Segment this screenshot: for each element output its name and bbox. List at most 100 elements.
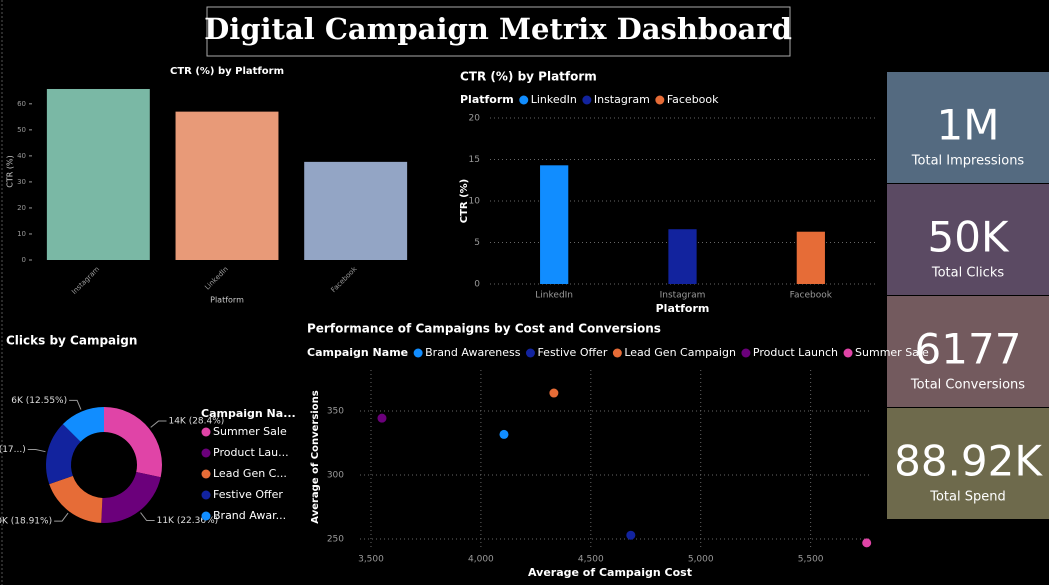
leader-line (27, 448, 46, 453)
legend-title: Campaign Name (307, 346, 408, 359)
dashboard-title: Digital Campaign Metrix Dashboard (204, 12, 792, 46)
legend-label: Product Launch (753, 346, 838, 359)
y-tick-label: 300 (327, 471, 344, 481)
legend-marker (201, 469, 211, 479)
scatter-point (499, 429, 509, 439)
kpi-label: Total Spend (929, 490, 1006, 505)
y-tick-label: 50 (17, 126, 26, 134)
legend-marker (612, 348, 622, 358)
y-tick-label: 20 (17, 204, 26, 212)
legend-label: Festive Offer (537, 346, 607, 359)
legend-label: Lead Gen C... (213, 467, 287, 480)
leader-line (150, 420, 167, 428)
data-label: 6K (12.55%) (11, 396, 67, 406)
x-tick-label: 5,500 (798, 555, 824, 565)
legend-label: Instagram (594, 93, 650, 106)
donut-slice (104, 407, 162, 478)
kpi-value: 6177 (915, 325, 1022, 374)
y-tick-label: 15 (469, 155, 480, 165)
y-tick-label: 20 (469, 114, 481, 124)
y-axis-label: CTR (%) (459, 179, 470, 224)
legend-marker (843, 348, 853, 358)
legend-label: LinkedIn (531, 93, 577, 106)
legend-title: Platform (460, 93, 514, 106)
y-tick-label: 0 (474, 280, 480, 290)
legend-marker (655, 95, 665, 105)
bar (175, 111, 279, 260)
y-tick-label: 40 (17, 152, 26, 160)
x-tick-label: Facebook (790, 291, 833, 301)
legend-title: Campaign Na... (201, 407, 296, 420)
x-tick-label: 5,000 (688, 555, 714, 565)
x-axis-label: Platform (210, 296, 244, 305)
x-tick-label: 3,500 (358, 555, 384, 565)
kpi-label: Total Conversions (910, 378, 1025, 393)
data-label: 9K (17...) (0, 445, 26, 455)
legend-label: Festive Offer (213, 488, 283, 501)
legend-marker (201, 427, 211, 437)
kpi-label: Total Impressions (911, 154, 1025, 169)
data-label: 10K (18.91%) (0, 517, 52, 527)
scatter-point (862, 538, 872, 548)
legend-marker (413, 348, 423, 358)
legend-marker (519, 95, 529, 105)
x-axis-label: Platform (656, 302, 710, 315)
legend-label: Summer Sale (213, 425, 287, 438)
legend-label: Facebook (667, 93, 719, 106)
y-tick-label: 250 (327, 535, 344, 545)
chart-title: CTR (%) by Platform (460, 70, 597, 84)
y-axis-label: CTR (%) (6, 155, 15, 187)
chart-title: CTR (%) by Platform (170, 66, 284, 77)
bar (540, 165, 569, 284)
legend-marker (201, 490, 211, 500)
data-label: 11K (22.36%) (157, 516, 219, 526)
bar (668, 229, 697, 284)
y-tick-label: 10 (17, 230, 26, 238)
legend-marker (201, 511, 211, 521)
x-tick-label: LinkedIn (535, 291, 573, 301)
y-tick-label: 30 (17, 178, 26, 186)
title-box (206, 6, 791, 57)
kpi-value: 50K (928, 213, 1010, 262)
chart-title: Clicks by Campaign (6, 334, 137, 348)
bar (46, 88, 150, 261)
x-tick-label: 4,500 (578, 555, 604, 565)
bar (796, 231, 825, 284)
legend-marker (525, 348, 535, 358)
leader-line (69, 399, 82, 410)
kpi-value: 1M (937, 101, 1000, 150)
kpi-value: 88.92K (894, 437, 1043, 486)
legend-label: Summer Sale (855, 346, 929, 359)
legend-marker (201, 448, 211, 458)
leader-line (54, 512, 69, 522)
donut-slice (62, 407, 104, 442)
scatter-point (377, 413, 387, 423)
y-tick-label: 10 (469, 197, 481, 207)
y-tick-label: 350 (327, 406, 344, 416)
data-label: 14K (28.4%) (168, 417, 224, 427)
x-tick-label: 4,000 (468, 555, 494, 565)
x-tick-label: Instagram (660, 291, 706, 301)
legend-label: Lead Gen Campaign (624, 346, 736, 359)
y-tick-label: 0 (22, 256, 26, 264)
legend-label: Brand Awar... (213, 509, 286, 522)
chart-title: Performance of Campaigns by Cost and Con… (307, 322, 661, 336)
legend-marker (741, 348, 751, 358)
kpi-card (887, 296, 1049, 407)
scatter-point (549, 388, 559, 398)
kpi-card (887, 72, 1049, 183)
legend-label: Brand Awareness (425, 346, 521, 359)
scatter-point (626, 530, 636, 540)
donut-slice (101, 471, 161, 524)
kpi-card (887, 184, 1049, 295)
bar (304, 161, 408, 260)
x-axis-label: Average of Campaign Cost (528, 566, 692, 579)
donut-slice (45, 424, 81, 485)
y-tick-label: 60 (17, 100, 26, 108)
legend-label: Product Lau... (213, 446, 289, 459)
donut-slice (49, 475, 103, 523)
kpi-card (887, 408, 1049, 519)
y-axis-label: Average of Conversions (310, 390, 321, 523)
legend-marker (582, 95, 592, 105)
